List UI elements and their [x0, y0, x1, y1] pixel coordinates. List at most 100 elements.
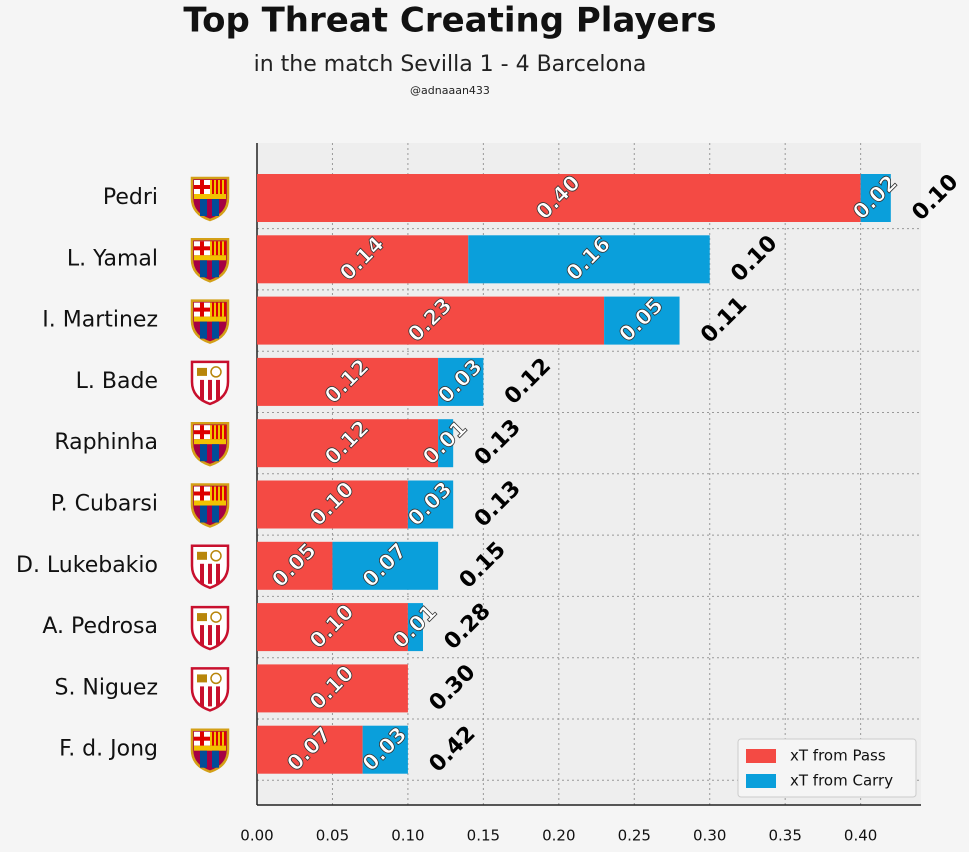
y-tick-label: L. Yamal [67, 246, 158, 271]
team-logo [190, 667, 230, 712]
logo-part [210, 611, 222, 623]
logo-part [194, 430, 210, 435]
x-tick-label: 0.40 [844, 827, 877, 845]
logo-part [212, 199, 219, 216]
logo-part [210, 366, 222, 378]
logo-part [197, 613, 207, 622]
legend-box [737, 738, 917, 798]
x-tick-label: 0.10 [391, 827, 424, 845]
legend-swatch [746, 749, 776, 763]
bar-segment [257, 541, 333, 590]
logo-part [212, 505, 219, 523]
x-tick-label: 0.25 [618, 827, 651, 845]
bar-segment [257, 296, 605, 345]
x-tick-label: 0.15 [467, 827, 500, 845]
team-logo [190, 605, 230, 651]
logo-part [194, 255, 226, 261]
logo-part [200, 321, 207, 339]
logo-part [224, 486, 226, 501]
logo-part [220, 731, 222, 746]
team-logo [190, 299, 230, 344]
chart-title: Top Threat Creating Players [183, 1, 716, 41]
bar-segment [438, 357, 484, 406]
logo-part [197, 551, 207, 560]
x-tick-label: 0.00 [240, 827, 273, 845]
logo-part [194, 745, 226, 751]
legend: xT from Pass xT from Carry [737, 738, 917, 798]
logo-part [216, 486, 218, 501]
logo-part [212, 731, 214, 746]
chart-subtitle: in the match Sevilla 1 - 4 Barcelona [254, 52, 647, 77]
logo-part [194, 736, 210, 741]
team-logo [190, 728, 230, 774]
bar-segment [257, 235, 469, 284]
bar-segment [257, 419, 439, 468]
bar-segment [362, 725, 408, 774]
bar-segment [407, 603, 423, 652]
logo-part [200, 444, 207, 462]
logo-part [197, 367, 207, 376]
y-tick-label: A. Pedrosa [42, 614, 158, 639]
logo-part [200, 625, 204, 646]
logo-part [208, 379, 212, 400]
logo-part [212, 486, 214, 501]
logo-part [208, 625, 212, 646]
logo-part [216, 379, 220, 400]
y-tick-label: S. Niguez [54, 675, 158, 700]
logo-part [212, 302, 214, 317]
bar-segment [257, 725, 363, 774]
bar-segment [604, 296, 680, 345]
bar-segment [438, 419, 454, 468]
logo-part [212, 444, 219, 462]
team-logo [190, 483, 230, 528]
logo-part [216, 625, 220, 646]
y-tick-label: F. d. Jong [59, 737, 158, 762]
logo-part [212, 425, 214, 440]
bar-segment [468, 235, 710, 284]
logo-part [216, 302, 218, 317]
logo-part [216, 686, 220, 707]
logo-part [210, 672, 222, 685]
logo-part [208, 686, 212, 707]
logo-part [216, 731, 218, 746]
credit: @adnaaan433 [410, 84, 490, 97]
logo-part [220, 425, 222, 440]
logo-part [212, 180, 214, 194]
logo-part [220, 241, 222, 256]
logo-part [200, 750, 207, 768]
logo-part [212, 241, 214, 256]
x-tick-label: 0.30 [693, 827, 726, 845]
logo-part [194, 246, 210, 251]
logo-part [220, 486, 222, 501]
team-logo [190, 544, 230, 590]
logo-part [212, 321, 219, 339]
logo-part [216, 180, 218, 194]
logo-part [200, 563, 204, 584]
logo-part [200, 686, 204, 707]
logo-part [212, 750, 219, 768]
y-tick-label: Pedri [103, 185, 158, 210]
y-tick-label: Raphinha [54, 430, 158, 455]
bar-segment [407, 480, 454, 529]
logo-part [200, 199, 207, 216]
legend-label: xT from Carry [790, 772, 893, 790]
logo-part [197, 674, 207, 683]
team-logo [190, 238, 230, 283]
logo-part [208, 563, 212, 584]
logo-part [194, 307, 210, 312]
logo-part [200, 379, 204, 400]
bar-segment [257, 480, 408, 529]
logo-part [194, 194, 226, 199]
logo-part [216, 563, 220, 584]
y-tick-label: P. Cubarsi [51, 492, 158, 517]
logo-part [220, 180, 222, 194]
x-tick-label: 0.05 [316, 827, 349, 845]
logo-part [224, 302, 226, 317]
x-tick-label: 0.35 [768, 827, 801, 845]
logo-part [212, 260, 219, 278]
logo-part [200, 260, 207, 278]
bar-segment [860, 174, 891, 222]
y-tick-label: L. Bade [76, 369, 158, 394]
legend-swatch [746, 774, 776, 788]
bar-segment [332, 541, 439, 590]
